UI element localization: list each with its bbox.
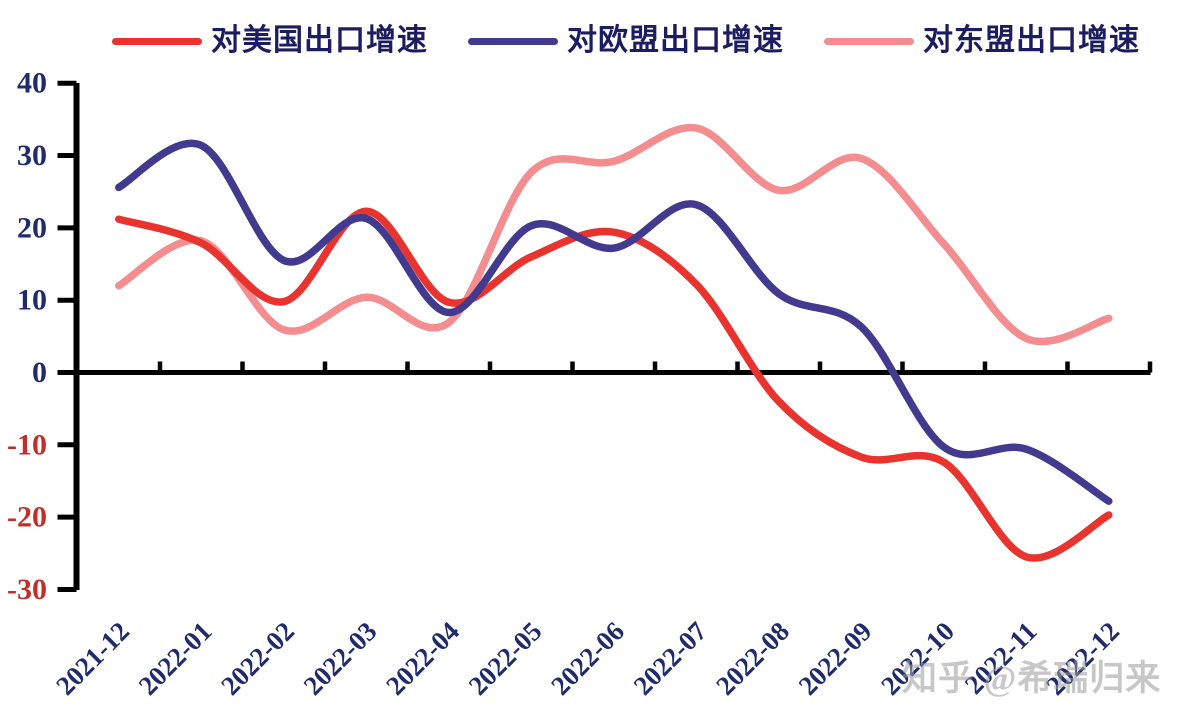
legend-item-us: 对美国出口增速 <box>112 26 428 56</box>
legend-item-asean: 对东盟出口增速 <box>824 26 1140 56</box>
y-axis-label: -20 <box>7 501 47 534</box>
legend-swatch-us-icon <box>112 37 202 45</box>
x-axis-label: 2022-04 <box>380 616 465 701</box>
x-axis-label: 2022-06 <box>545 616 630 701</box>
series-line-us <box>115 207 1113 562</box>
legend-swatch-asean-icon <box>824 37 914 45</box>
legend-label-us: 对美国出口增速 <box>211 24 428 57</box>
series-line-asean <box>115 123 1113 346</box>
x-axis-label: 2022-07 <box>628 616 713 701</box>
watermark-text: 知乎 @希瑞归来 <box>902 659 1162 698</box>
y-axis-label: -30 <box>7 573 47 606</box>
x-axis-label: 2022-02 <box>215 616 300 701</box>
legend-label-eu: 对欧盟出口增速 <box>567 24 784 57</box>
x-axis-label: 2022-03 <box>298 616 383 701</box>
y-axis-label: 0 <box>32 356 47 389</box>
chart-legend: 对美国出口增速 对欧盟出口增速 对东盟出口增速 <box>112 26 1140 56</box>
x-axis-label: 2022-08 <box>710 616 795 701</box>
x-axis-label: 2022-09 <box>793 616 878 701</box>
y-axis-label: 20 <box>17 211 47 244</box>
legend-item-eu: 对欧盟出口增速 <box>468 26 784 56</box>
x-axis-label: 2022-05 <box>463 616 548 701</box>
y-axis-label: 40 <box>17 67 47 100</box>
legend-swatch-eu-icon <box>468 37 558 45</box>
series-line-eu <box>115 139 1113 505</box>
y-axis-label: 30 <box>17 139 47 172</box>
x-axis-label: 2021-12 <box>50 616 135 701</box>
y-axis-label: -10 <box>7 428 47 461</box>
x-axis-label: 2022-01 <box>133 616 218 701</box>
legend-label-asean: 对东盟出口增速 <box>923 24 1140 57</box>
y-axis-label: 10 <box>17 284 47 317</box>
